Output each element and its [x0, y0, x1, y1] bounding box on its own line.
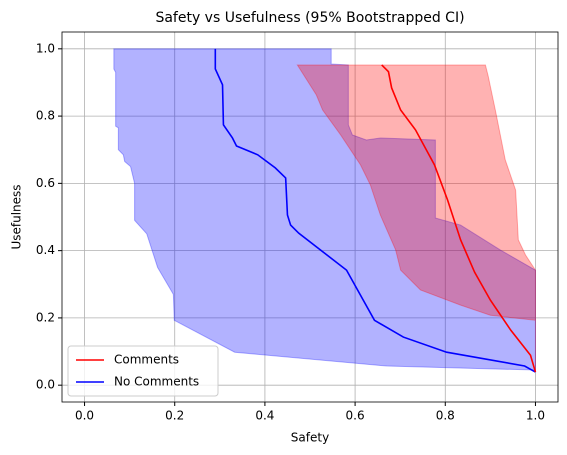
x-tick-label: 0.6 — [346, 409, 365, 423]
y-tick-label: 1.0 — [36, 41, 55, 55]
y-tick-label: 0.2 — [36, 310, 55, 324]
x-tick-label: 1.0 — [526, 409, 545, 423]
y-tick-label: 0.6 — [36, 176, 55, 190]
series-line — [214, 48, 536, 373]
x-tick-label: 0.8 — [436, 409, 455, 423]
legend-label: No Comments — [114, 375, 199, 389]
x-tick-label: 0.0 — [75, 409, 94, 423]
y-tick-label: 0.4 — [36, 243, 55, 257]
x-axis-label: Safety — [291, 431, 329, 445]
x-tick-label: 0.2 — [165, 409, 184, 423]
confidence-band — [113, 48, 536, 371]
series-line — [381, 64, 537, 373]
chart-title: Safety vs Usefulness (95% Bootstrapped C… — [155, 10, 464, 26]
legend-box — [67, 345, 219, 397]
y-axis-label: Usefulness — [10, 184, 24, 249]
plot-frame — [61, 31, 559, 403]
legend-label: Comments — [114, 353, 179, 367]
y-tick-label: 0.8 — [36, 109, 55, 123]
confidence-band — [296, 64, 536, 373]
x-tick-label: 0.4 — [255, 409, 274, 423]
y-tick-label: 0.0 — [36, 378, 55, 392]
